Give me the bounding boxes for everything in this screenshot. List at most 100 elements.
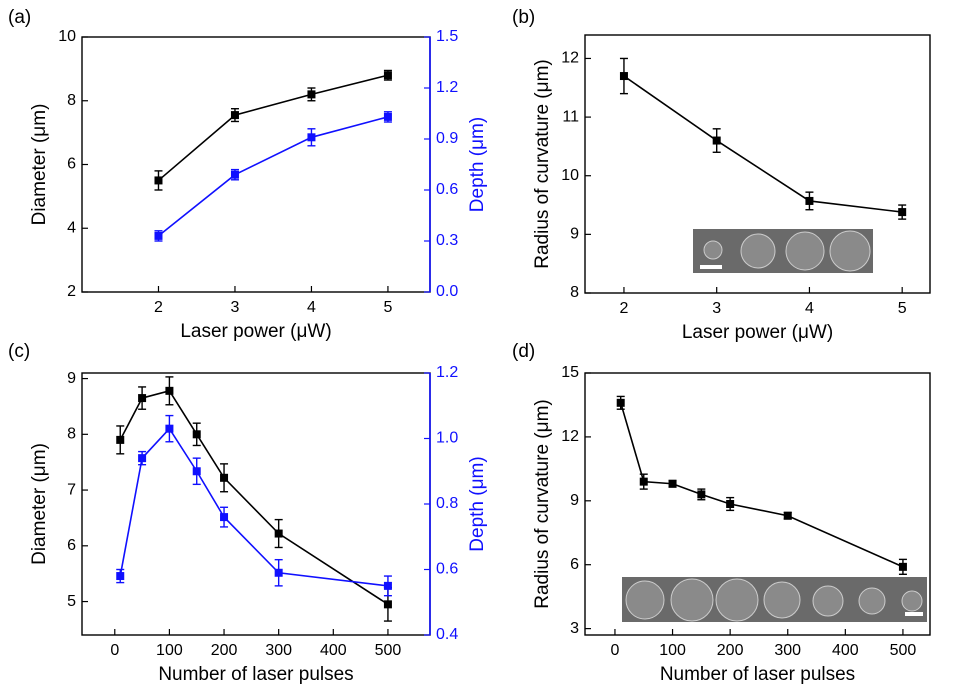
- inset-crater: [901, 590, 923, 612]
- plot-frame: [584, 372, 931, 636]
- x-tick-label: 300: [265, 642, 292, 659]
- point: [230, 111, 239, 120]
- y-tick-label: 8: [67, 426, 76, 443]
- panel-label: (a): [8, 7, 31, 28]
- x-axis-label: Laser power (μW): [180, 321, 331, 342]
- point: [383, 112, 392, 121]
- x-tick-label: 2: [154, 299, 163, 316]
- y-tick-label: 10: [561, 167, 579, 184]
- y-tick-label: 6: [67, 537, 76, 554]
- y2-tick-label: 1.0: [436, 430, 458, 447]
- y2-tick-label: 0.3: [436, 232, 458, 249]
- inset-crater: [763, 581, 801, 619]
- y-tick-label: 15: [561, 364, 579, 381]
- inset-crater: [715, 578, 759, 622]
- point: [616, 398, 625, 407]
- inset-image-d: [622, 577, 927, 622]
- x-axis-label: Number of laser pulses: [158, 664, 353, 684]
- x-tick-label: 500: [375, 642, 402, 659]
- point: [165, 386, 174, 395]
- series-line: [623, 75, 903, 213]
- x-tick-label: 100: [659, 642, 686, 659]
- y-tick-label: 7: [67, 481, 76, 498]
- y2-tick-label: 0.8: [436, 495, 458, 512]
- plot-frame: [584, 34, 931, 294]
- point: [383, 581, 392, 590]
- inset-crater: [785, 231, 825, 271]
- x-tick-label: 400: [320, 642, 347, 659]
- y-tick-label: 6: [570, 556, 579, 573]
- x-tick-label: 5: [383, 299, 392, 316]
- point: [138, 454, 147, 463]
- y-tick-label: 2: [67, 283, 76, 300]
- y2-tick-label: 1.5: [436, 28, 458, 45]
- inset-crater: [740, 233, 776, 269]
- y-axis-label: Diameter (μm): [29, 104, 50, 226]
- point: [274, 568, 283, 577]
- point: [668, 479, 677, 488]
- point: [898, 208, 907, 217]
- point: [154, 231, 163, 240]
- y-tick-label: 11: [562, 108, 579, 125]
- y-axis-label: Diameter (μm): [29, 443, 50, 565]
- y-tick-label: 9: [67, 370, 76, 387]
- scale-bar: [905, 612, 923, 616]
- inset-crater: [858, 587, 886, 615]
- panel-label: (d): [512, 341, 535, 362]
- point: [154, 176, 163, 185]
- y2-axis-label: Depth (μm): [467, 117, 488, 212]
- x-tick-label: 200: [717, 642, 744, 659]
- y-axis-label: Radius of curvature (μm): [532, 59, 553, 268]
- x-tick-label: 0: [610, 642, 619, 659]
- x-tick-label: 500: [890, 642, 917, 659]
- series-line: [119, 389, 389, 606]
- inset-crater: [829, 230, 871, 272]
- series-line: [157, 74, 389, 182]
- panel-label: (c): [8, 341, 30, 362]
- x-tick-label: 100: [156, 642, 183, 659]
- y2-tick-label: 0.4: [436, 626, 458, 643]
- point: [192, 430, 201, 439]
- inset-crater: [812, 585, 844, 617]
- y-tick-label: 3: [570, 620, 579, 637]
- y-tick-label: 8: [67, 92, 76, 109]
- y-tick-label: 6: [67, 156, 76, 173]
- y-tick-label: 9: [570, 492, 579, 509]
- x-tick-label: 300: [774, 642, 801, 659]
- point: [639, 477, 648, 486]
- point: [619, 72, 628, 81]
- series-line: [119, 427, 389, 587]
- y2-tick-label: 0.6: [436, 561, 458, 578]
- scale-bar: [700, 265, 722, 269]
- y2-tick-label: 1.2: [436, 79, 458, 96]
- y2-axis-label: Depth (μm): [467, 456, 488, 551]
- panel-label: (b): [512, 7, 535, 28]
- y-tick-label: 12: [561, 428, 579, 445]
- point: [230, 170, 239, 179]
- series-line: [157, 116, 389, 237]
- series-line: [619, 402, 904, 568]
- point: [697, 490, 706, 499]
- point: [116, 435, 125, 444]
- x-axis-label: Number of laser pulses: [660, 664, 855, 684]
- x-axis-label: Laser power (μW): [682, 322, 833, 343]
- x-tick-label: 4: [307, 299, 316, 316]
- inset-image-b: [693, 229, 873, 273]
- y-tick-label: 9: [570, 226, 579, 243]
- point: [898, 562, 907, 571]
- point: [783, 511, 792, 520]
- point: [383, 71, 392, 80]
- y2-tick-label: 0.9: [436, 130, 458, 147]
- point: [274, 529, 283, 538]
- x-tick-label: 2: [619, 300, 628, 317]
- point: [805, 196, 814, 205]
- y2-tick-label: 0.0: [436, 283, 458, 300]
- y2-tick-label: 1.2: [436, 364, 458, 381]
- y-tick-label: 8: [570, 284, 579, 301]
- point: [726, 500, 735, 508]
- inset-crater: [703, 240, 723, 260]
- x-tick-label: 200: [211, 642, 238, 659]
- y2-tick-label: 0.6: [436, 181, 458, 198]
- point: [307, 133, 316, 142]
